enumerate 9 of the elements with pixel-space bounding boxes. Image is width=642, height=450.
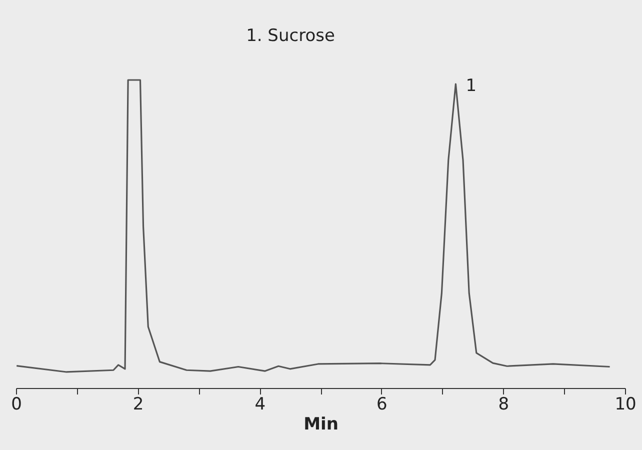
x-tick-label: 2 xyxy=(132,394,144,414)
x-tick-label: 4 xyxy=(254,394,266,414)
chart-title: 1. Sucrose xyxy=(246,26,335,46)
x-axis-title: Min xyxy=(304,414,338,434)
x-tick-label: 6 xyxy=(376,394,388,414)
x-tick-label: 0 xyxy=(11,394,22,414)
x-tick-label: 8 xyxy=(498,394,510,414)
annotation: 1 xyxy=(466,76,477,96)
x-tick-label: 10 xyxy=(614,394,636,414)
